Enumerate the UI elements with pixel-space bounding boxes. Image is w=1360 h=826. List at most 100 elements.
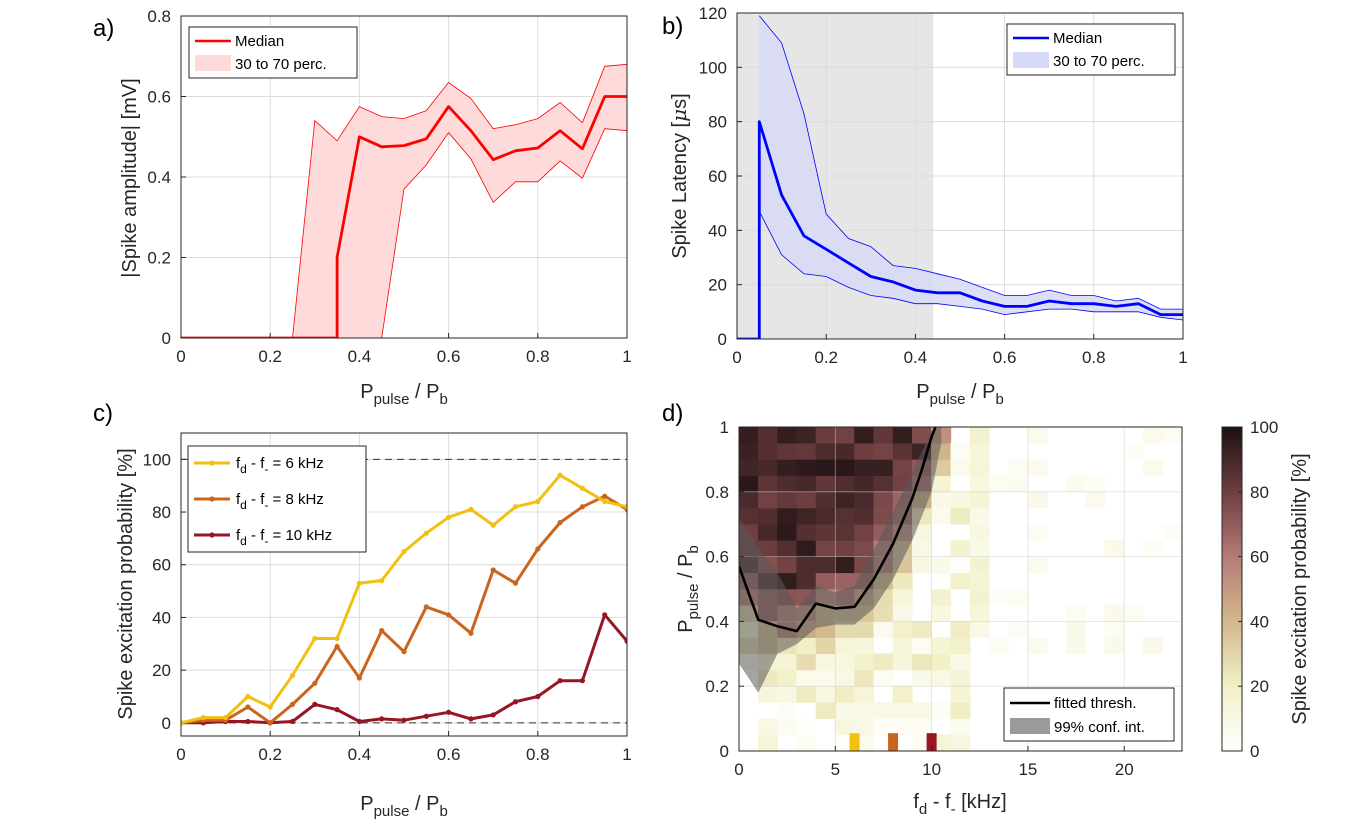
heatmap-cell	[873, 604, 894, 622]
x-axis-label: fd - f- [kHz]	[913, 791, 1006, 818]
heatmap-cell	[873, 621, 894, 638]
series-point	[401, 548, 407, 555]
series-point	[423, 530, 429, 536]
series-point	[579, 504, 586, 510]
legend-label: 30 to 70 perc.	[235, 56, 327, 73]
series-point	[289, 718, 296, 725]
label-part: pulse	[374, 391, 410, 408]
label-part: - f	[247, 455, 265, 472]
y-tick-label: 0	[162, 329, 171, 348]
heatmap-cell	[854, 523, 875, 541]
legend-swatch-point	[209, 496, 215, 502]
heatmap-cell	[1104, 637, 1125, 655]
series-point	[446, 709, 452, 715]
heatmap-cell	[1162, 523, 1182, 541]
y-tick-label: 100	[143, 450, 171, 469]
x-tick-label: 0.8	[526, 745, 550, 764]
heatmap-cell	[796, 475, 817, 493]
median-line	[737, 120, 1183, 339]
label-part: Spike Latency [	[669, 121, 691, 258]
heatmap-cell	[950, 702, 971, 719]
heatmap-cell	[815, 540, 836, 557]
heatmap-cell	[739, 442, 759, 460]
axes-box	[180, 15, 628, 339]
heatmap-cell	[815, 442, 836, 460]
heatmap-cell	[1162, 427, 1182, 444]
x-tick-label: 0	[732, 348, 741, 367]
heatmap-cell	[912, 427, 932, 444]
heatmap-cell	[931, 653, 952, 671]
heatmap-cell	[854, 442, 875, 460]
colorbar-tick-label: 80	[1250, 483, 1269, 502]
heatmap-cell	[835, 427, 855, 444]
heatmap-cell	[777, 442, 798, 460]
series-point	[312, 680, 318, 686]
x-tick-label: 15	[1018, 760, 1037, 779]
heatmap-cell	[777, 491, 798, 509]
heatmap-cell	[815, 523, 836, 541]
heatmap-cell	[777, 556, 798, 574]
label-part: / P	[409, 793, 439, 815]
label-part: -	[264, 498, 268, 512]
heatmap-cell	[777, 669, 798, 687]
heatmap-cell	[989, 588, 1009, 606]
heatmap-cell	[796, 491, 817, 509]
heatmap-cell	[854, 718, 875, 736]
x-tick-label: 1	[1178, 348, 1187, 367]
series-point	[289, 672, 296, 679]
series-point	[490, 712, 496, 718]
heatmap-cell	[950, 621, 971, 638]
heatmap-cell	[969, 556, 990, 574]
heatmap-cell	[854, 621, 875, 638]
heatmap-cell	[912, 621, 932, 638]
panel-label: c)	[93, 400, 113, 427]
label-part: P	[360, 793, 373, 815]
heatmap-cell	[796, 669, 817, 687]
heatmap-cell	[1143, 637, 1164, 655]
x-tick-label: 0.4	[348, 745, 372, 764]
x-axis-label: Ppulse / Pb	[916, 381, 1004, 408]
x-tick-label: 20	[1115, 760, 1134, 779]
heatmap-cell	[777, 507, 798, 525]
label-part: f	[236, 527, 241, 544]
series-point	[624, 504, 627, 510]
heatmap-cell	[739, 475, 759, 493]
heatmap-cell	[796, 427, 817, 444]
heatmap-cell	[1027, 427, 1048, 444]
y-tick-label: 0.4	[147, 168, 171, 187]
label-part: 6 kHz	[285, 455, 323, 472]
series-point	[512, 504, 519, 510]
legend-swatch-band	[195, 55, 231, 71]
series-point	[602, 493, 608, 499]
x-tick-label: 0.2	[258, 347, 282, 366]
heatmap-cell	[950, 653, 971, 671]
frequency-marker	[926, 733, 937, 751]
heatmap-cell	[950, 491, 971, 509]
heatmap-cell	[931, 637, 952, 655]
heatmap-cell	[892, 653, 913, 671]
heatmap-cell	[815, 556, 836, 574]
heatmap-cell	[854, 475, 875, 493]
series-point	[379, 628, 385, 634]
y-axis-label: Spike excitation probability [%]	[115, 448, 137, 719]
heatmap-cell	[854, 702, 875, 719]
x-tick-label: 0	[176, 745, 185, 764]
series-point	[223, 714, 229, 721]
heatmap-cell	[757, 491, 778, 509]
heatmap-cell	[796, 572, 817, 590]
heatmap-cell	[931, 604, 952, 622]
label-part: / P	[675, 554, 697, 584]
x-tick-label: 5	[831, 760, 840, 779]
heatmap-cell	[777, 459, 798, 476]
legend-label: 30 to 70 perc.	[1053, 53, 1145, 70]
label-part: b	[439, 391, 447, 408]
heatmap-cell	[739, 459, 759, 476]
heatmap-cell	[835, 653, 855, 671]
heatmap-cell	[777, 702, 798, 719]
heatmap-cell	[1066, 621, 1086, 638]
heatmap-cell	[757, 459, 778, 476]
heatmap-cell	[835, 507, 855, 525]
x-tick-label: 1	[622, 745, 631, 764]
y-tick-label: 40	[708, 221, 727, 240]
